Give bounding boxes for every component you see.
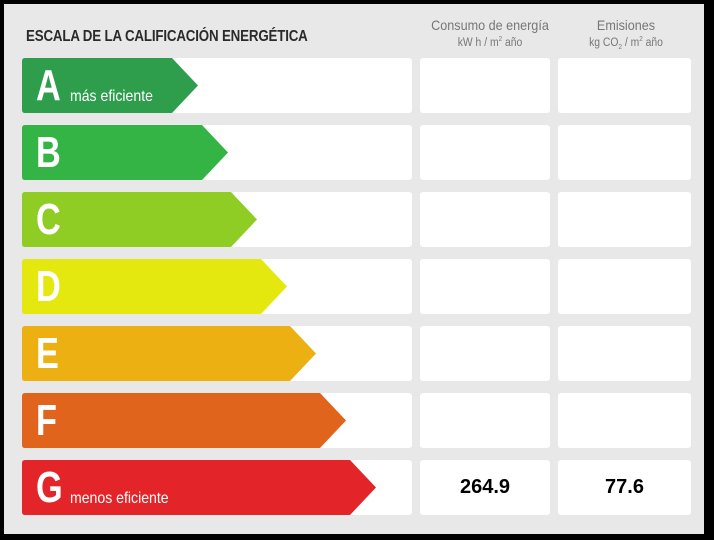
rating-letter: G (36, 463, 63, 512)
rating-arrow-a (22, 58, 198, 113)
rating-sublabel: más eficiente (70, 88, 153, 105)
emisiones-value (558, 326, 691, 381)
rating-arrow-b (22, 125, 228, 180)
consumo-value (420, 326, 550, 381)
emisiones-value (558, 259, 691, 314)
consumo-label: Consumo de energía (431, 17, 549, 33)
energy-label-panel: ESCALA DE LA CALIFICACIÓN ENERGÉTICA Con… (4, 4, 704, 534)
consumo-value (420, 125, 550, 180)
consumo-value: 264.9 (420, 460, 550, 515)
emisiones-header: Emisiones kg CO2 / m2 año (558, 17, 694, 51)
rating-arrow-d (22, 259, 287, 314)
rating-sublabel: menos eficiente (70, 490, 169, 507)
consumo-unit: kW h / m2 año (457, 36, 523, 49)
page-title: ESCALA DE LA CALIFICACIÓN ENERGÉTICA (26, 28, 308, 45)
emisiones-value (558, 125, 691, 180)
rating-letter: B (36, 128, 61, 177)
rating-letter: C (36, 195, 61, 244)
rating-arrow-f (22, 393, 346, 448)
consumo-value (420, 58, 550, 113)
consumo-value (420, 259, 550, 314)
rating-letter: F (36, 396, 57, 445)
emisiones-label: Emisiones (596, 17, 656, 33)
emisiones-value (558, 393, 691, 448)
emisiones-unit: kg CO2 / m2 año (589, 36, 663, 52)
rating-arrow-e (22, 326, 316, 381)
rating-letter: A (36, 61, 61, 110)
consumo-value (420, 192, 550, 247)
rating-arrow-g (22, 460, 376, 515)
emisiones-value: 77.6 (558, 460, 691, 515)
emisiones-value (558, 58, 691, 113)
consumo-value (420, 393, 550, 448)
consumo-header: Consumo de energía kW h / m2 año (420, 17, 560, 49)
emisiones-value (558, 192, 691, 247)
rating-letter: E (36, 329, 59, 378)
rating-letter: D (36, 262, 61, 311)
rating-arrow-c (22, 192, 257, 247)
